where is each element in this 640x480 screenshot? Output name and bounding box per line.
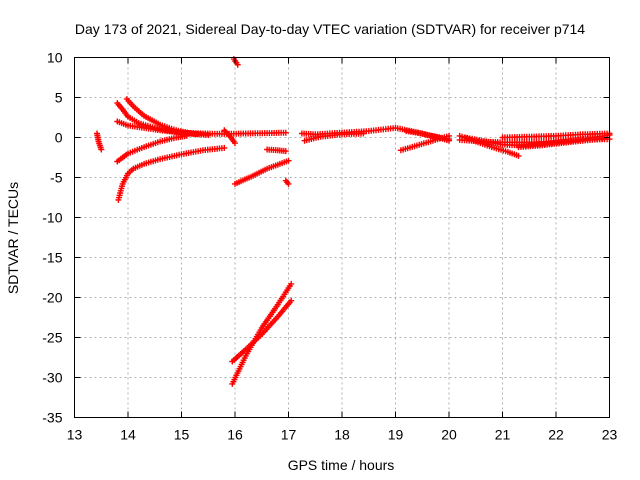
y-tick-label: -35 (42, 410, 62, 426)
data-point (221, 144, 228, 151)
x-tick-label: 20 (441, 427, 457, 443)
x-axis-label: GPS time / hours (288, 457, 395, 473)
y-tick-label: 10 (47, 50, 63, 66)
data-point (232, 140, 238, 147)
data-point (282, 129, 289, 136)
y-tick-label: 5 (55, 90, 63, 106)
data-points (94, 56, 613, 387)
data-point (285, 180, 292, 187)
x-tick-label: 13 (67, 427, 83, 443)
chart-title: Day 173 of 2021, Sidereal Day-to-day VTE… (75, 21, 585, 37)
x-tick-label: 15 (174, 427, 190, 443)
x-tick-label: 18 (334, 427, 350, 443)
data-point (234, 61, 241, 68)
x-tick-label: 16 (227, 427, 243, 443)
grid (74, 57, 610, 418)
data-point (360, 130, 367, 137)
x-tick-label: 17 (281, 427, 297, 443)
data-point (288, 280, 295, 287)
y-tick-label: -5 (50, 170, 63, 186)
x-tick-label: 23 (602, 427, 618, 443)
y-tick-label: 0 (55, 130, 63, 146)
data-point (446, 137, 452, 144)
x-tick-label: 21 (495, 427, 511, 443)
data-point (282, 148, 289, 155)
y-axis-label: SDTVAR / TECUs (5, 182, 21, 294)
data-point (515, 152, 522, 159)
y-tick-label: -30 (42, 370, 62, 386)
y-tick-label: -10 (42, 210, 62, 226)
y-tick-label: -20 (42, 290, 62, 306)
data-point (285, 157, 292, 164)
data-point (183, 132, 190, 139)
x-tick-label: 19 (388, 427, 404, 443)
x-tick-label: 22 (548, 427, 564, 443)
data-point (288, 297, 295, 304)
y-tick-label: -15 (42, 250, 62, 266)
y-tick-label: -25 (42, 330, 62, 346)
x-tick-label: 14 (120, 427, 136, 443)
axis-ticks: 13 14 15 16 17 18 19 20 21 22 23 -35 -30 -25 -20 -15 -10… (42, 50, 617, 443)
data-point (98, 146, 105, 153)
